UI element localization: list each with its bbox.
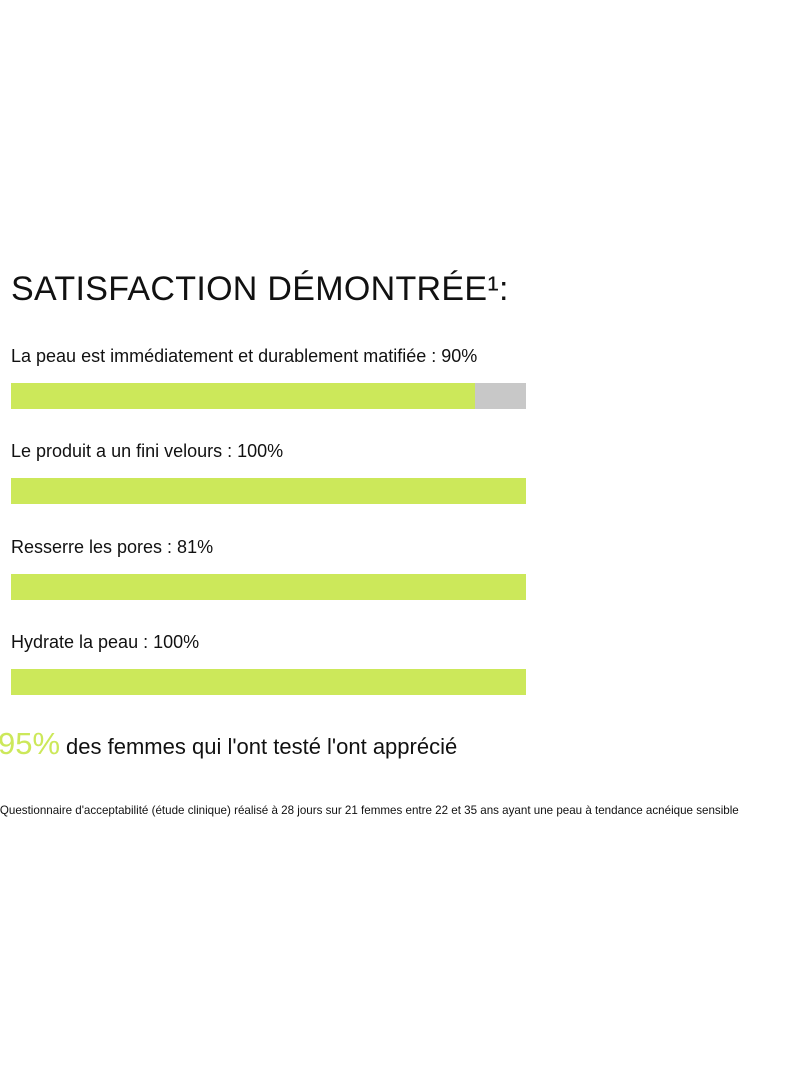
item-label: Le produit a un fini velours : 100%: [11, 441, 284, 462]
bar-fill: [11, 383, 475, 409]
footnote: ¹Questionnaire d'acceptabilité (étude cl…: [0, 804, 739, 817]
highlight-text: des femmes qui l'ont testé l'ont appréci…: [66, 734, 458, 759]
bar-fill: [11, 573, 526, 600]
section-title: SATISFACTION DÉMONTRÉE¹:: [11, 270, 509, 308]
item-label: La peau est immédiatement et durablement…: [11, 346, 478, 366]
highlight: 95% des femmes qui l'ont testé l'ont appr…: [0, 726, 457, 762]
bar-track: [11, 478, 526, 505]
bar-track: [11, 573, 526, 600]
bar-fill: [11, 668, 526, 695]
item-label: Hydrate la peau : 100%: [11, 631, 200, 652]
item-label: Resserre les pores : 81%: [11, 536, 214, 557]
bar-track: [11, 383, 526, 409]
bar-fill: [11, 478, 526, 505]
highlight-figure: 95%: [0, 726, 61, 761]
bar-track: [11, 668, 526, 695]
